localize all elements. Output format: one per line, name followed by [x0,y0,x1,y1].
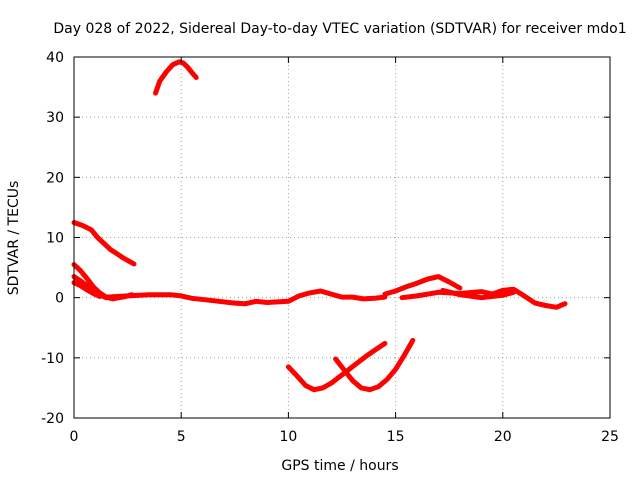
series-arc-late-extra [440,287,516,301]
y-tick-label: 20 [46,170,64,186]
y-axis-title: SDTVAR / TECUs [6,181,22,296]
y-tick-label: 0 [55,291,64,307]
x-tick-label: 5 [177,429,186,445]
x-axis-title: GPS time / hours [281,458,398,474]
y-tick-label: -20 [41,411,64,427]
y-tick-label: 10 [46,231,64,247]
series-arc-late-band [399,286,568,310]
series-arc-low-2 [333,337,416,393]
y-tick-label: 40 [46,50,64,66]
x-tick-label: 15 [387,429,405,445]
series-arc-early-decline [71,220,137,267]
y-tick-label: 30 [46,110,64,126]
ticks: 0 5 10 15 20 25 -20 -10 0 10 20 30 40 [41,50,619,445]
chart-title: Day 028 of 2022, Sidereal Day-to-day VTE… [53,21,626,37]
series-arc-low-1 [285,340,388,393]
x-tick-label: 10 [279,429,297,445]
series-arc-early-c [71,280,103,299]
series-arc-mid-hump [382,274,463,297]
series-arc-high-peak [153,59,199,96]
x-tick-label: 0 [70,429,79,445]
x-tick-label: 20 [494,429,512,445]
series-layer [71,59,568,393]
x-tick-label: 25 [601,429,619,445]
series-arc-main-band [103,288,388,307]
y-tick-label: -10 [41,351,64,367]
